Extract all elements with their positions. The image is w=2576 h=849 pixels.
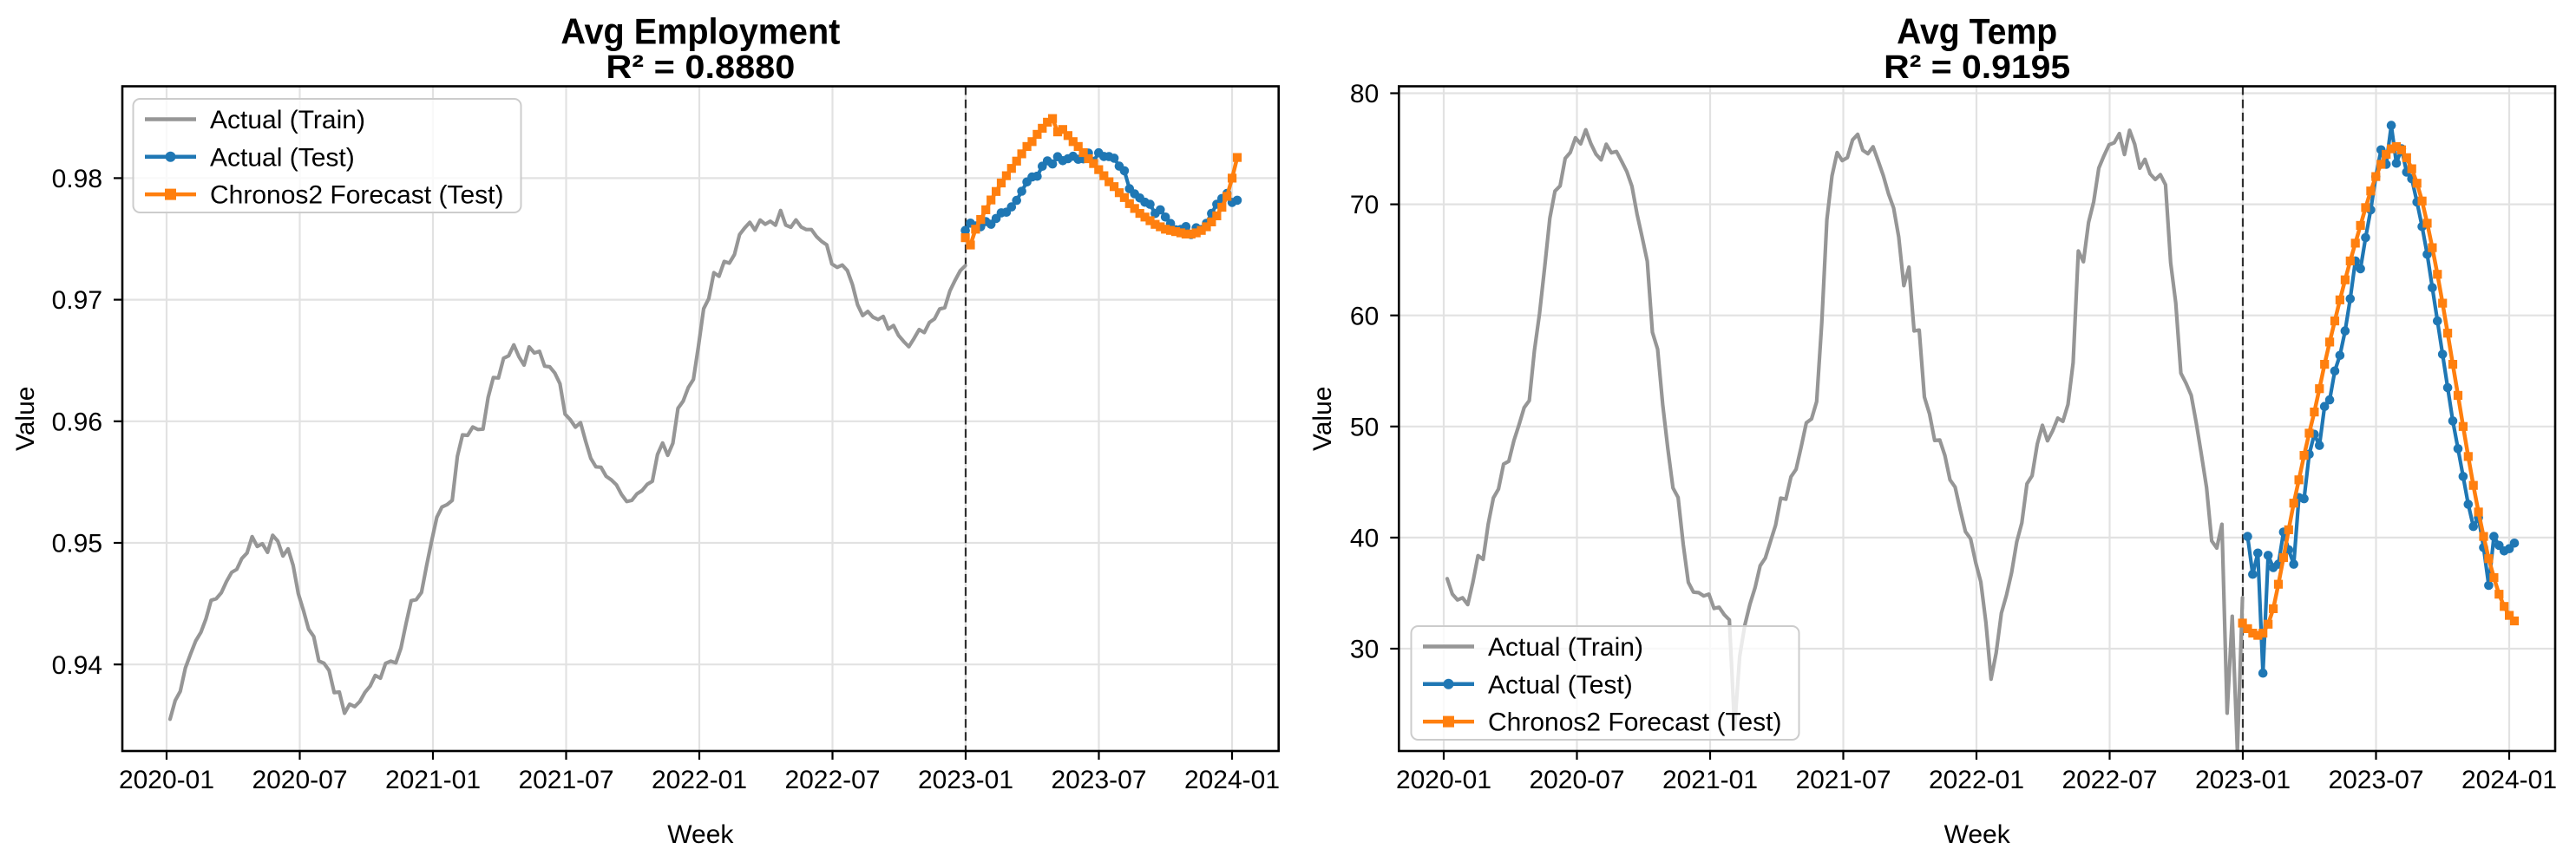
svg-text:60: 60 xyxy=(1350,302,1379,330)
svg-text:2021-01: 2021-01 xyxy=(1662,766,1758,794)
svg-text:Avg Temp: Avg Temp xyxy=(1897,11,2057,52)
svg-text:2021-07: 2021-07 xyxy=(518,766,613,794)
svg-text:2023-07: 2023-07 xyxy=(1051,766,1146,794)
svg-text:0.97: 0.97 xyxy=(52,286,102,315)
svg-text:0.95: 0.95 xyxy=(52,530,102,558)
svg-text:Chronos2 Forecast (Test): Chronos2 Forecast (Test) xyxy=(210,181,503,210)
svg-text:0.98: 0.98 xyxy=(52,165,102,193)
svg-text:70: 70 xyxy=(1350,191,1379,219)
svg-text:2020-07: 2020-07 xyxy=(1529,766,1624,794)
svg-text:2022-01: 2022-01 xyxy=(652,766,747,794)
svg-text:Week: Week xyxy=(1944,820,2011,845)
svg-text:Value: Value xyxy=(1308,387,1337,452)
svg-text:2020-01: 2020-01 xyxy=(1396,766,1491,794)
svg-text:Actual (Train): Actual (Train) xyxy=(210,106,365,134)
svg-text:30: 30 xyxy=(1350,636,1379,664)
svg-text:2024-01: 2024-01 xyxy=(2461,766,2557,794)
svg-text:Week: Week xyxy=(667,820,734,845)
svg-text:Value: Value xyxy=(11,387,40,452)
svg-text:2023-07: 2023-07 xyxy=(2328,766,2423,794)
svg-text:0.96: 0.96 xyxy=(52,408,102,436)
svg-text:80: 80 xyxy=(1350,80,1379,108)
svg-text:Avg Employment: Avg Employment xyxy=(560,11,840,52)
svg-text:2020-07: 2020-07 xyxy=(252,766,347,794)
svg-text:Actual (Test): Actual (Test) xyxy=(210,143,355,172)
svg-text:R² = 0.8880: R² = 0.8880 xyxy=(606,49,795,86)
svg-text:Chronos2 Forecast (Test): Chronos2 Forecast (Test) xyxy=(1488,709,1781,737)
svg-text:50: 50 xyxy=(1350,413,1379,441)
svg-text:2022-07: 2022-07 xyxy=(2061,766,2157,794)
svg-text:Actual (Train): Actual (Train) xyxy=(1488,633,1643,662)
svg-text:2023-01: 2023-01 xyxy=(2195,766,2291,794)
svg-text:40: 40 xyxy=(1350,525,1379,553)
svg-text:2022-01: 2022-01 xyxy=(1929,766,2024,794)
svg-text:2022-07: 2022-07 xyxy=(784,766,880,794)
svg-text:Actual (Test): Actual (Test) xyxy=(1488,670,1633,699)
svg-text:2020-01: 2020-01 xyxy=(119,766,214,794)
svg-text:2023-01: 2023-01 xyxy=(918,766,1013,794)
svg-text:2024-01: 2024-01 xyxy=(1184,766,1280,794)
svg-text:R² = 0.9195: R² = 0.9195 xyxy=(1884,49,2070,86)
svg-text:0.94: 0.94 xyxy=(52,651,102,680)
svg-text:2021-01: 2021-01 xyxy=(385,766,481,794)
svg-text:2021-07: 2021-07 xyxy=(1795,766,1891,794)
